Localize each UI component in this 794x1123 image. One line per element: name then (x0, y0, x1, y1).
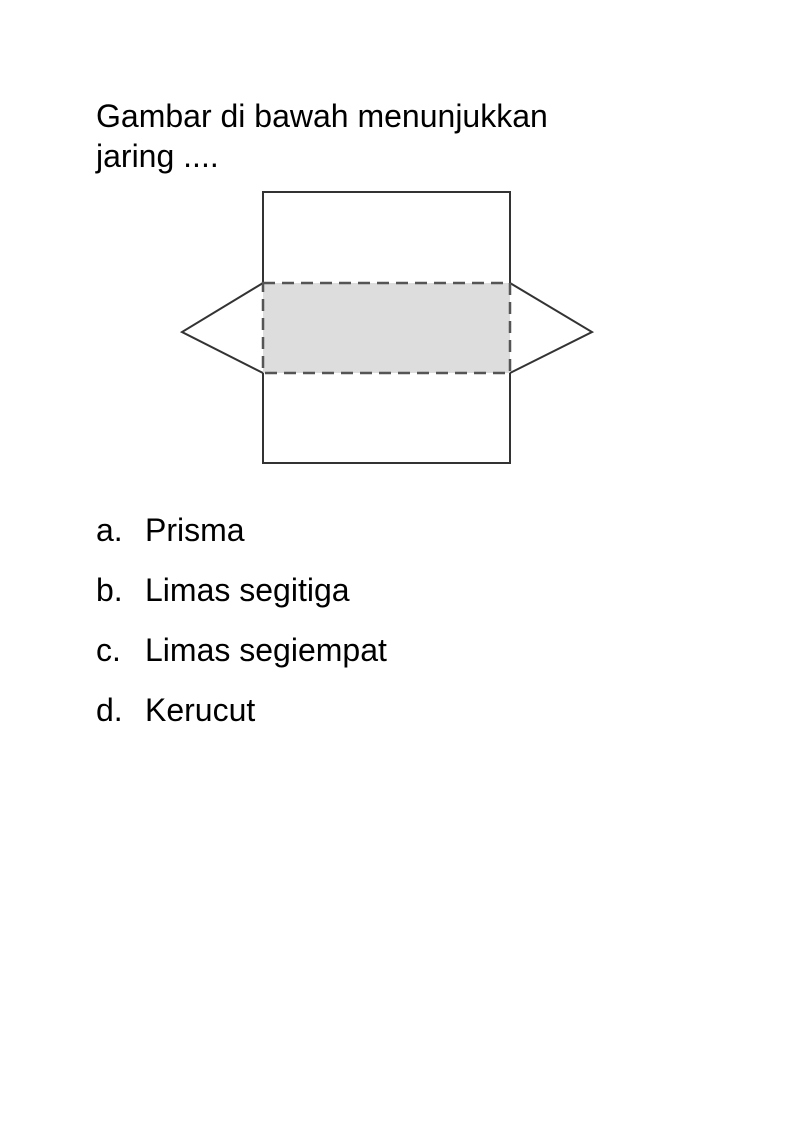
option-letter: b. (96, 572, 123, 608)
option-b[interactable]: b. Limas segitiga (96, 570, 387, 630)
option-text: Kerucut (145, 692, 256, 728)
option-a[interactable]: a. Prisma (96, 510, 387, 570)
option-letter: c. (96, 632, 121, 668)
net-right-triangle (509, 282, 595, 374)
question-line-1: Gambar di bawah menunjukkan (96, 98, 548, 134)
option-letter: d. (96, 692, 123, 728)
option-text: Prisma (145, 512, 245, 548)
option-text: Limas segitiga (145, 572, 350, 608)
option-c[interactable]: c. Limas segiempat (96, 630, 387, 690)
option-d[interactable]: d. Kerucut (96, 690, 387, 750)
net-fold-lines (261, 281, 512, 375)
question-line-2: jaring .... (96, 138, 219, 174)
net-middle-face (263, 283, 510, 373)
net-bottom-face (262, 373, 511, 464)
option-text: Limas segiempat (145, 632, 387, 668)
net-top-face (262, 191, 511, 283)
question-text: Gambar di bawah menunjukkan jaring .... (96, 96, 616, 176)
option-letter: a. (96, 512, 123, 548)
net-left-triangle (179, 282, 264, 374)
answer-options: a. Prisma b. Limas segitiga c. Limas seg… (96, 510, 387, 750)
